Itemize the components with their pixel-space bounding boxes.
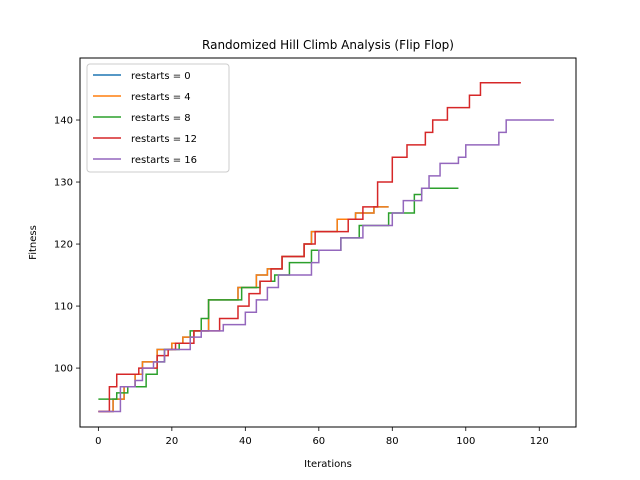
series-line-4	[98, 119, 554, 413]
legend-label-4: restarts = 16	[131, 155, 197, 166]
legend-box	[86, 63, 230, 173]
x-axis-label: Iterations	[304, 459, 352, 470]
x-axis: 0 20 40 60 80 100 120	[95, 427, 549, 447]
legend-label-1: restarts = 4	[131, 92, 191, 103]
axes-frame	[79, 57, 577, 428]
x-tick-label-2: 40	[239, 436, 252, 447]
x-tick-label-6: 120	[530, 436, 549, 447]
chart-title: Randomized Hill Climb Analysis (Flip Flo…	[202, 38, 454, 52]
x-tick-label-1: 20	[165, 436, 178, 447]
y-tick-label-4: 140	[54, 116, 73, 127]
legend-label-3: restarts = 12	[131, 134, 197, 145]
x-tick-label-3: 60	[312, 436, 325, 447]
series-line-3	[98, 82, 521, 413]
y-tick-label-2: 120	[54, 240, 73, 251]
y-tick-label-1: 110	[54, 302, 73, 313]
y-axis: 100 110 120 130 140	[54, 116, 80, 375]
y-tick-label-0: 100	[54, 364, 73, 375]
legend: restarts = 0 restarts = 4 restarts = 8 rest…	[86, 63, 230, 173]
series-group	[98, 82, 554, 413]
y-tick-label-3: 130	[54, 178, 73, 189]
x-tick-label-4: 80	[386, 436, 399, 447]
legend-label-0: restarts = 0	[131, 71, 191, 82]
y-axis-label: Fitness	[28, 225, 39, 260]
x-tick-label-5: 100	[456, 436, 475, 447]
x-tick-label-0: 0	[95, 436, 101, 447]
legend-label-2: restarts = 8	[131, 113, 191, 124]
